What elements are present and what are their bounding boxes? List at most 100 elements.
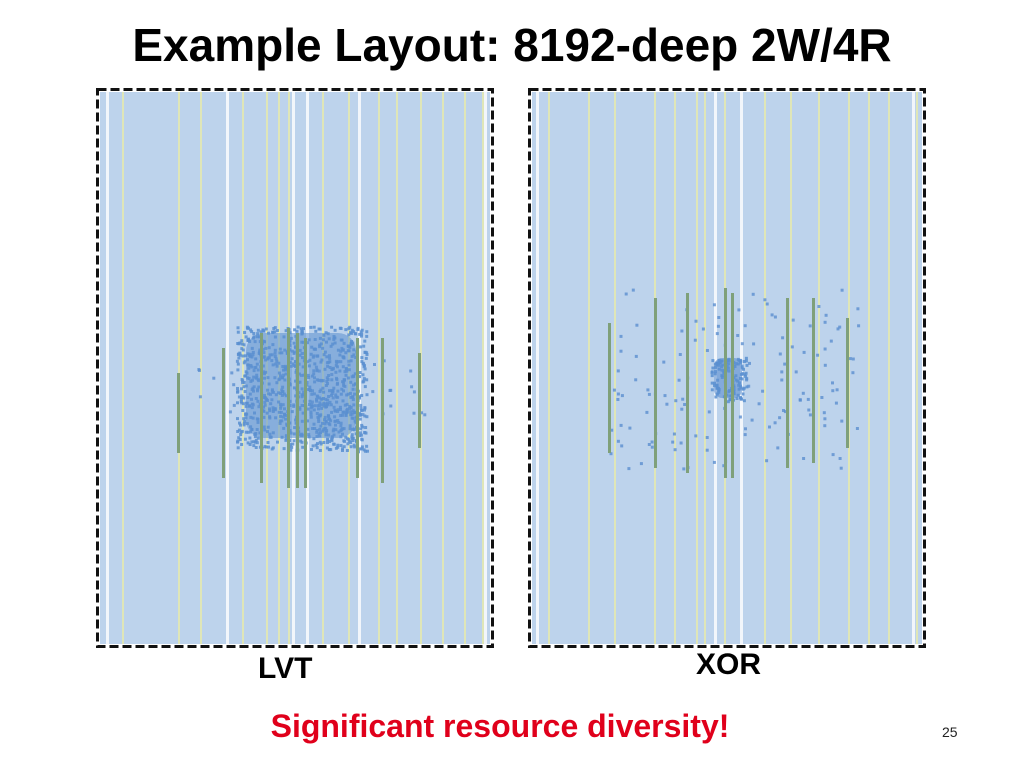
logic-cell (635, 323, 639, 327)
logic-cell (332, 337, 336, 341)
logic-cell (267, 445, 270, 449)
logic-cell (714, 370, 717, 374)
logic-cell (317, 407, 320, 411)
logic-cell (678, 353, 682, 356)
logic-cell (341, 427, 345, 431)
logic-cell (358, 417, 362, 421)
logic-cell (349, 359, 353, 363)
logic-cell (851, 357, 855, 361)
logic-cell (312, 325, 316, 329)
logic-cell (289, 431, 293, 435)
logic-cell (823, 320, 827, 324)
logic-cell (269, 392, 272, 396)
logic-cell (790, 345, 794, 349)
logic-cell (362, 377, 366, 381)
column-stripe (442, 92, 444, 644)
logic-cell (266, 425, 270, 429)
logic-cell (823, 347, 827, 351)
logic-cell (350, 343, 354, 347)
logic-cell (314, 329, 318, 333)
logic-cell (619, 349, 623, 353)
logic-cell (242, 385, 246, 389)
logic-cell (315, 397, 318, 401)
logic-cell (241, 402, 245, 406)
logic-cell (325, 340, 328, 344)
logic-cell (326, 438, 330, 442)
logic-cell (248, 443, 252, 446)
logic-cell (347, 368, 351, 372)
logic-cell (738, 376, 742, 380)
logic-cell (752, 342, 756, 346)
logic-cell (285, 422, 289, 426)
logic-cell (284, 438, 288, 442)
logic-cell (717, 390, 721, 394)
logic-cell (634, 354, 638, 358)
logic-cell (347, 439, 351, 443)
logic-cell (237, 436, 241, 440)
column-stripe (548, 92, 550, 644)
logic-cell (279, 374, 282, 378)
dsp-bram-column (786, 298, 789, 468)
logic-cell (288, 360, 292, 364)
logic-cell (314, 347, 317, 351)
logic-cell (276, 440, 279, 444)
logic-cell (270, 353, 274, 357)
logic-cell (288, 383, 292, 387)
logic-cell (257, 405, 261, 409)
logic-cell (344, 367, 348, 371)
logic-cell (310, 374, 314, 378)
logic-cell (301, 445, 305, 449)
logic-cell (627, 467, 631, 471)
logic-cell (322, 401, 326, 405)
logic-cell (782, 409, 785, 412)
logic-cell (236, 387, 239, 390)
logic-cell (729, 398, 733, 401)
logic-cell (268, 409, 272, 413)
logic-cell (673, 448, 677, 452)
logic-cell (300, 432, 304, 436)
logic-cell (264, 346, 268, 350)
logic-cell (333, 415, 337, 419)
logic-cell (710, 381, 714, 385)
column-white (358, 92, 361, 644)
dsp-bram-column (608, 323, 611, 453)
logic-cell (362, 448, 366, 452)
logic-cell (319, 388, 323, 392)
logic-cell (322, 404, 326, 408)
logic-cell (244, 354, 247, 358)
logic-cell (848, 357, 852, 361)
logic-cell (307, 364, 311, 368)
logic-cell (308, 388, 312, 392)
logic-cell (320, 358, 324, 362)
logic-cell (334, 428, 338, 432)
logic-cell (364, 426, 368, 429)
logic-cell (310, 448, 313, 451)
logic-cell (294, 418, 298, 422)
logic-cell (824, 313, 828, 317)
logic-cell (802, 457, 806, 460)
logic-cell (261, 364, 265, 368)
logic-cell (682, 467, 686, 471)
logic-cell (299, 439, 303, 443)
logic-cell (806, 397, 810, 401)
column-stripe (242, 92, 244, 644)
logic-cell (389, 404, 393, 408)
logic-cell (249, 379, 253, 383)
logic-cell (680, 329, 684, 333)
logic-cell (339, 424, 343, 428)
logic-cell (358, 371, 362, 374)
logic-cell (274, 357, 278, 361)
logic-cell (736, 393, 740, 397)
logic-cell (722, 464, 726, 468)
logic-cell (266, 430, 269, 434)
logic-cell (259, 330, 263, 334)
logic-cell (320, 397, 324, 401)
logic-cell (616, 439, 620, 443)
logic-cell (336, 389, 340, 393)
xor-layout-panel (528, 88, 926, 648)
logic-cell (713, 372, 717, 376)
logic-cell (242, 361, 246, 365)
logic-cell (751, 292, 755, 296)
logic-cell (412, 390, 416, 394)
logic-cell (300, 395, 304, 399)
